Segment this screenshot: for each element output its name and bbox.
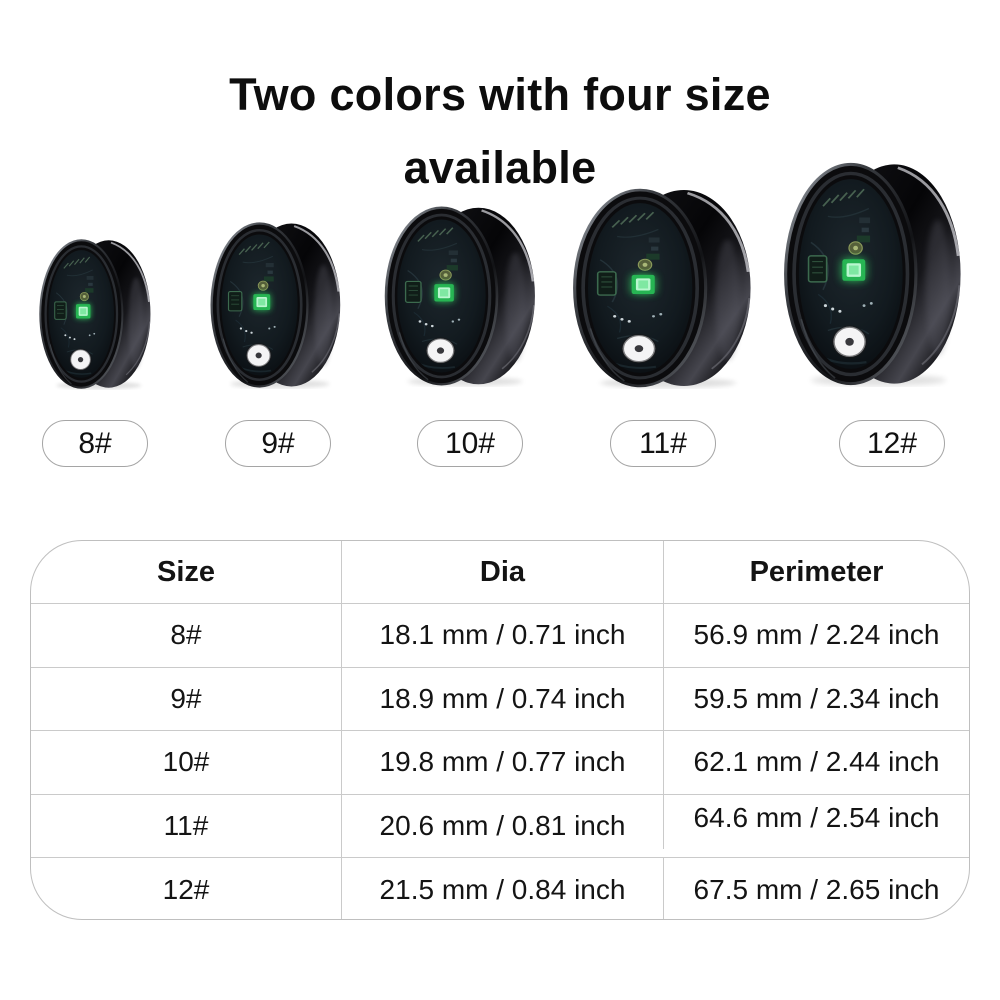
cell-dia: 18.9 mm / 0.74 inch [341, 667, 663, 731]
product-title: Two colors with four size available [0, 58, 1000, 204]
cell-perimeter: 56.9 mm / 2.24 inch [663, 604, 969, 667]
size-badge-8: 8# [42, 420, 148, 467]
size-badge-12-label: 12# [866, 426, 918, 460]
size-badge-8-label: 8# [78, 426, 112, 460]
ring-photo-9 [209, 221, 342, 389]
ring-photo-12 [782, 161, 963, 387]
table-row-11: 11# 20.6 mm / 0.81 inch 64.6 mm / 2.54 i… [31, 786, 969, 858]
size-table-header-dia: Dia [341, 541, 663, 603]
cell-size: 10# [162, 746, 210, 778]
cell-perimeter: 62.1 mm / 2.44 inch [663, 731, 969, 794]
cell-size: 8# [170, 619, 202, 651]
cell-dia: 20.6 mm / 0.81 inch [341, 794, 663, 858]
cell-size: 12# [162, 873, 210, 905]
ring-photo-10 [383, 205, 537, 387]
cell-dia: 18.1 mm / 0.71 inch [341, 604, 663, 667]
cell-dia: 21.5 mm / 0.84 inch [341, 858, 663, 919]
size-table-header-row: Size Dia Perimeter [31, 541, 969, 603]
table-row-12: 12# 21.5 mm / 0.84 inch 67.5 mm / 2.65 i… [31, 857, 969, 919]
cell-size: 11# [163, 810, 209, 842]
size-badge-9-label: 9# [261, 426, 295, 460]
size-table: Size Dia Perimeter 8# 18.1 mm / 0.71 inc… [30, 540, 970, 920]
cell-dia: 19.8 mm / 0.77 inch [341, 731, 663, 794]
size-table-header-size: Size [156, 555, 216, 588]
size-badge-12: 12# [839, 420, 945, 467]
ring-photo-8 [38, 238, 152, 390]
table-row-9: 9# 18.9 mm / 0.74 inch 59.5 mm / 2.34 in… [31, 666, 969, 731]
cell-size: 9# [170, 682, 202, 714]
size-badge-11-label: 11# [639, 426, 687, 460]
size-table-header-perimeter: Perimeter [663, 541, 969, 603]
table-row-10: 10# 19.8 mm / 0.77 inch 62.1 mm / 2.44 i… [31, 730, 969, 794]
size-badge-10-label: 10# [444, 426, 496, 460]
product-title-line-2: available [403, 142, 597, 194]
ring-photo-11 [571, 187, 753, 389]
product-title-line-1: Two colors with four size [229, 69, 771, 121]
cell-perimeter: 64.6 mm / 2.54 inch [663, 786, 969, 850]
table-row-8: 8# 18.1 mm / 0.71 inch 56.9 mm / 2.24 in… [31, 603, 969, 667]
size-badge-9: 9# [225, 420, 331, 467]
size-badge-10: 10# [417, 420, 523, 467]
cell-perimeter: 59.5 mm / 2.34 inch [663, 667, 969, 731]
cell-perimeter: 67.5 mm / 2.65 inch [663, 858, 969, 919]
size-badge-11: 11# [610, 420, 716, 467]
